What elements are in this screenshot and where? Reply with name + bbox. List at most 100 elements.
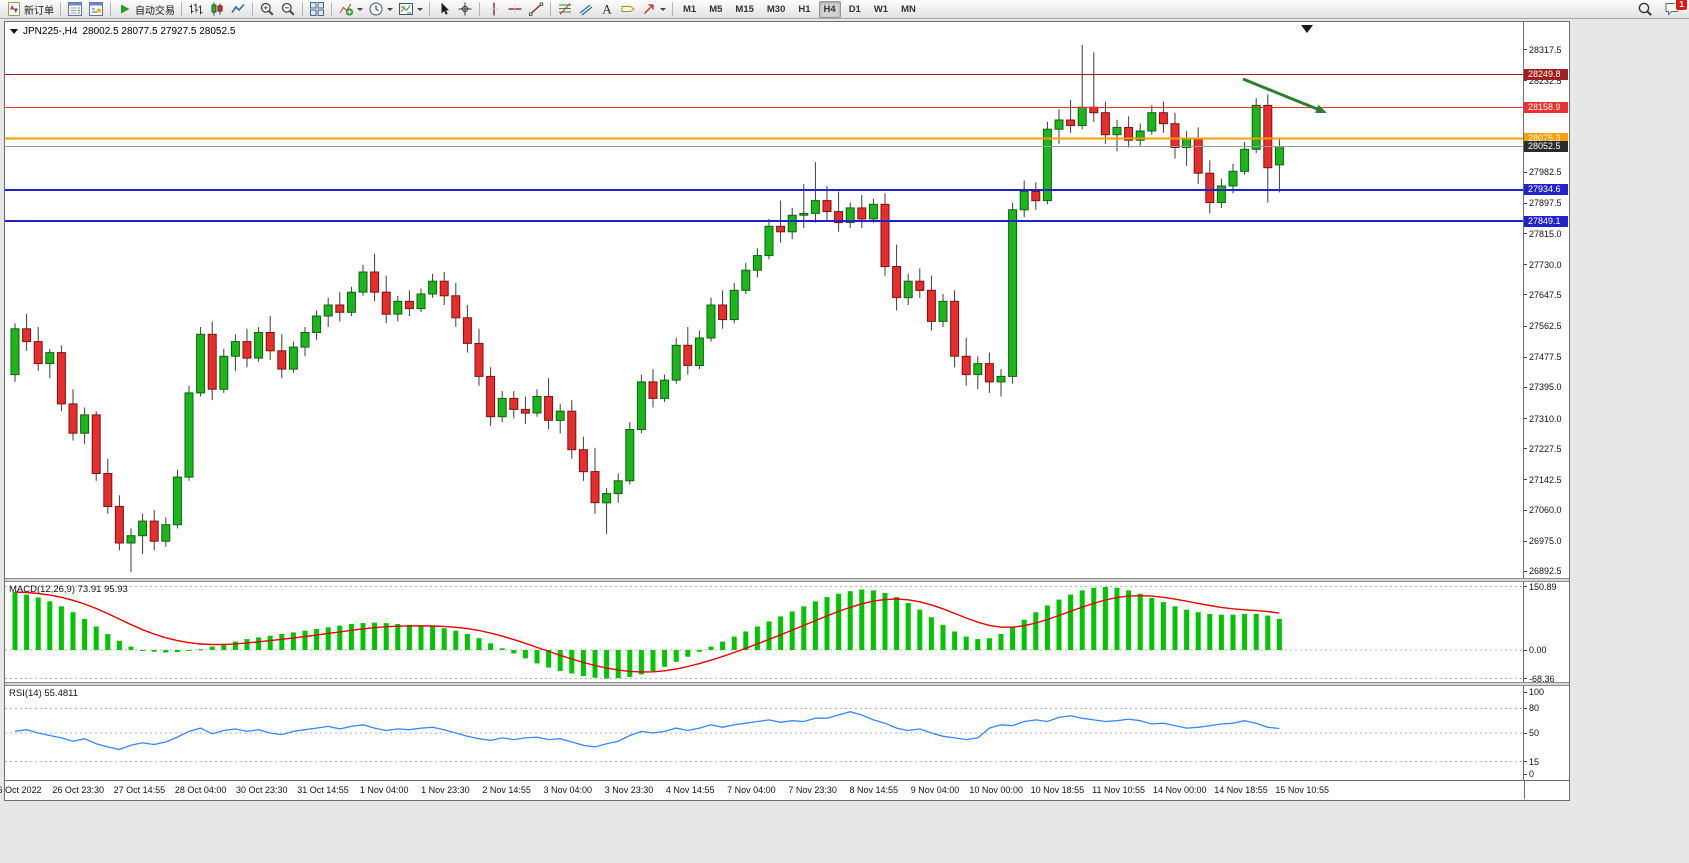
timeframe-mn-button[interactable]: MN bbox=[901, 3, 916, 15]
market-watch-icon bbox=[67, 1, 83, 17]
toolbar-chart-line-button[interactable] bbox=[228, 1, 248, 18]
toolbar-crosshair-button[interactable] bbox=[455, 1, 475, 18]
toolbar-templates-button[interactable] bbox=[396, 1, 425, 18]
toolbar: 新订单 自动交易 A M1 M5 M15 M30 H1 H4 D1 W1 MN 1 bbox=[0, 0, 1689, 19]
navigator-icon bbox=[88, 1, 104, 17]
timeframe-m1-button[interactable]: M1 bbox=[683, 3, 697, 15]
toolbar-fibonacci-button[interactable] bbox=[555, 1, 575, 18]
toolbar-chart-bars-button[interactable] bbox=[186, 1, 206, 18]
price-tick-mark bbox=[1524, 202, 1527, 204]
time-axis[interactable]: 26 Oct 2022 26 Oct 23:30 27 Oct 14:55 28 Oc… bbox=[0, 781, 1524, 800]
trend-arrow-head[interactable] bbox=[1315, 104, 1327, 113]
toolbar-chat-button[interactable]: 1 bbox=[1662, 0, 1688, 18]
time-label: 3 Nov 04:00 bbox=[543, 785, 593, 795]
svg-text:A: A bbox=[602, 2, 612, 17]
rsi-pane[interactable]: RSI(14) 55.4811 bbox=[5, 686, 1523, 780]
toolbar-autotrade-button[interactable]: 自动交易 bbox=[115, 1, 177, 18]
price-canvas[interactable] bbox=[5, 22, 1523, 578]
price-tick-label: 27647.5 bbox=[1529, 289, 1562, 300]
pane-splitter-rsi[interactable] bbox=[5, 682, 1569, 686]
macd-histogram bbox=[12, 587, 1282, 679]
macd-pane[interactable]: MACD(12,26,9) 73.91 95.93 bbox=[5, 582, 1523, 682]
timeframe-h1-button[interactable]: H1 bbox=[798, 3, 811, 15]
toolbar-chart-candles-button[interactable] bbox=[207, 1, 227, 18]
toolbar-separator bbox=[429, 2, 430, 16]
toolbar-equidistant-channel-button[interactable] bbox=[576, 1, 596, 18]
toolbar-search-button[interactable] bbox=[1635, 1, 1655, 18]
toolbar-tile-windows-button[interactable] bbox=[307, 1, 327, 18]
price-chart-pane[interactable]: JPN225-,H4 28002.5 28077.5 27927.5 28052… bbox=[5, 22, 1523, 578]
timeframe-m5-button[interactable]: M5 bbox=[709, 3, 723, 15]
symbol-timeframe: JPN225-,H4 bbox=[23, 26, 78, 37]
chart-menu-arrow-icon[interactable] bbox=[10, 29, 18, 34]
toolbar-separator bbox=[252, 2, 253, 16]
toolbar-horizontal-line-button[interactable] bbox=[505, 1, 525, 18]
chart-line-icon bbox=[230, 1, 246, 17]
macd-canvas[interactable] bbox=[5, 582, 1523, 682]
toolbar-market-watch-button[interactable] bbox=[65, 1, 85, 18]
chart-shift-marker[interactable] bbox=[1301, 25, 1313, 33]
price-tick-mark bbox=[1524, 386, 1527, 388]
autotrade-icon bbox=[117, 1, 133, 17]
rsi-axis[interactable]: 100 80 50 15 0 bbox=[1523, 686, 1568, 780]
toolbar-new-order-button[interactable]: 新订单 bbox=[4, 1, 56, 18]
new-order-icon bbox=[6, 1, 22, 17]
time-label: 26 Oct 23:30 bbox=[52, 785, 104, 795]
macd-axis[interactable]: 150.89 0.00 -68.36 bbox=[1523, 582, 1568, 682]
templates-icon bbox=[398, 1, 414, 17]
toolbar-zoom-out-button[interactable] bbox=[278, 1, 298, 18]
timeframe-h4-button[interactable]: H4 bbox=[818, 0, 841, 18]
toolbar-indicators-button[interactable] bbox=[336, 1, 365, 18]
dropdown-caret-icon[interactable] bbox=[387, 7, 393, 11]
toolbar-trendline-button[interactable] bbox=[526, 1, 546, 18]
timeframe-w1-button[interactable]: W1 bbox=[873, 3, 889, 15]
toolbar-separator bbox=[60, 2, 61, 16]
tile-windows-icon bbox=[309, 1, 325, 17]
time-label: 30 Oct 23:30 bbox=[236, 785, 288, 795]
rsi-canvas[interactable] bbox=[5, 686, 1523, 780]
price-tick-mark bbox=[1524, 264, 1527, 266]
toolbar-text-button[interactable]: A bbox=[597, 1, 617, 18]
toolbar-arrows-button[interactable] bbox=[639, 1, 668, 18]
price-tick-mark bbox=[1524, 49, 1527, 51]
vertical-line-icon bbox=[486, 1, 502, 17]
timeframe-m15-button[interactable]: M15 bbox=[735, 3, 754, 15]
dropdown-caret-icon[interactable] bbox=[357, 7, 363, 11]
rsi-tick-label: 0 bbox=[1529, 769, 1535, 779]
toolbar-text-label-button[interactable] bbox=[618, 1, 638, 18]
chart-bars-icon bbox=[188, 1, 204, 17]
price-tick-label: 27310.0 bbox=[1529, 413, 1562, 424]
toolbar-cursor-button[interactable] bbox=[434, 1, 454, 18]
toolbar-zoom-in-button[interactable] bbox=[257, 1, 277, 18]
price-tick-mark bbox=[1524, 294, 1527, 296]
toolbar-periods-button[interactable] bbox=[366, 1, 395, 18]
price-tick-mark bbox=[1524, 540, 1527, 542]
rsi-tick-label: 80 bbox=[1529, 703, 1540, 714]
timeframe-m30-button[interactable]: M30 bbox=[766, 3, 786, 15]
rsi-tick-label: 15 bbox=[1529, 756, 1540, 767]
macd-tick-label: -68.36 bbox=[1529, 673, 1555, 682]
toolbar-navigator-button[interactable] bbox=[86, 1, 106, 18]
toolbar-vertical-line-button[interactable] bbox=[484, 1, 504, 18]
price-tick-mark bbox=[1524, 448, 1527, 450]
price-axis[interactable]: 28317.5 28232.5 27982.5 27897.5 27815.0 27730… bbox=[1523, 22, 1568, 578]
pane-splitter-macd[interactable] bbox=[5, 578, 1569, 582]
price-tick-mark bbox=[1524, 171, 1527, 173]
time-label: 14 Nov 00:00 bbox=[1153, 785, 1207, 795]
time-label: 3 Nov 23:30 bbox=[604, 785, 654, 795]
dropdown-caret-icon[interactable] bbox=[417, 7, 423, 11]
time-label: 8 Nov 14:55 bbox=[849, 785, 899, 795]
rsi-tick-mark bbox=[1524, 732, 1527, 734]
trend-arrow[interactable] bbox=[1242, 77, 1318, 111]
price-line-label: 28052.5 bbox=[1524, 141, 1568, 153]
cursor-icon bbox=[436, 1, 452, 17]
rsi-line bbox=[14, 711, 1280, 751]
price-tick-label: 26975.0 bbox=[1529, 536, 1562, 547]
text-label-icon bbox=[620, 1, 636, 17]
macd-tick-label: 0.00 bbox=[1529, 645, 1547, 655]
zoom-out-icon bbox=[280, 1, 296, 17]
timeframe-d1-button[interactable]: D1 bbox=[848, 3, 861, 15]
time-label: 10 Nov 18:55 bbox=[1030, 785, 1085, 795]
dropdown-caret-icon[interactable] bbox=[660, 7, 666, 11]
price-tick-label: 27142.5 bbox=[1529, 474, 1562, 485]
